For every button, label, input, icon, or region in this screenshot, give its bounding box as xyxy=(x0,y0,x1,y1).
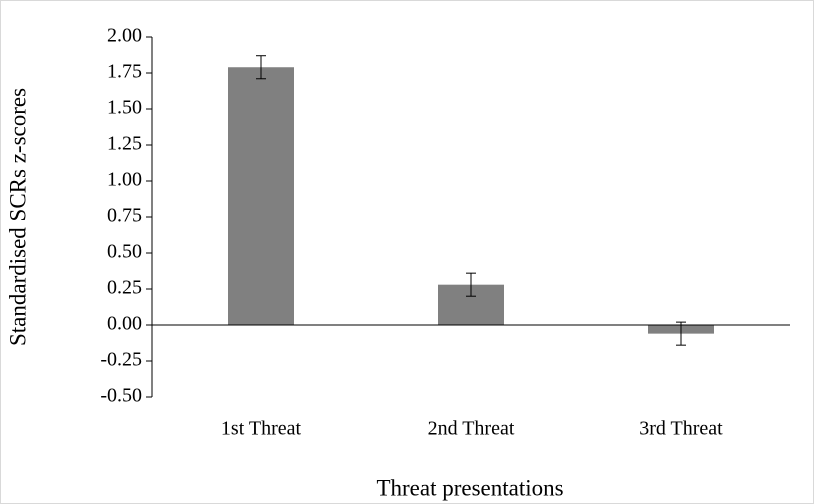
bar xyxy=(228,67,294,326)
y-tick-label: -0.25 xyxy=(100,349,142,371)
y-tick-label: 1.25 xyxy=(107,133,142,155)
error-bar xyxy=(676,321,686,346)
y-tick-label: 1.75 xyxy=(107,61,142,83)
x-tick-label: 3rd Threat xyxy=(639,418,723,440)
y-tick-label: 0.25 xyxy=(107,277,142,299)
error-bar xyxy=(466,272,476,297)
y-tick-label: -0.50 xyxy=(100,385,142,407)
y-tick-label: 0.50 xyxy=(107,241,142,263)
y-axis-label: Standardised SCRs z-scores xyxy=(5,88,30,346)
y-tick-label: 0.75 xyxy=(107,205,142,227)
y-tick-label: 1.50 xyxy=(107,97,142,119)
x-tick-label: 1st Threat xyxy=(221,418,302,440)
x-tick-label: 2nd Threat xyxy=(428,418,515,440)
error-bar xyxy=(256,55,266,80)
y-tick-label: 1.00 xyxy=(107,169,142,191)
y-tick-label: 0.00 xyxy=(107,313,142,335)
y-tick-label: 2.00 xyxy=(107,25,142,47)
x-axis-label: Threat presentations xyxy=(376,475,563,500)
